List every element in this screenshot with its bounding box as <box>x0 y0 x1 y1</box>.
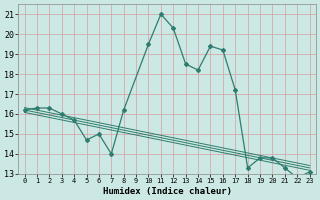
X-axis label: Humidex (Indice chaleur): Humidex (Indice chaleur) <box>103 187 232 196</box>
